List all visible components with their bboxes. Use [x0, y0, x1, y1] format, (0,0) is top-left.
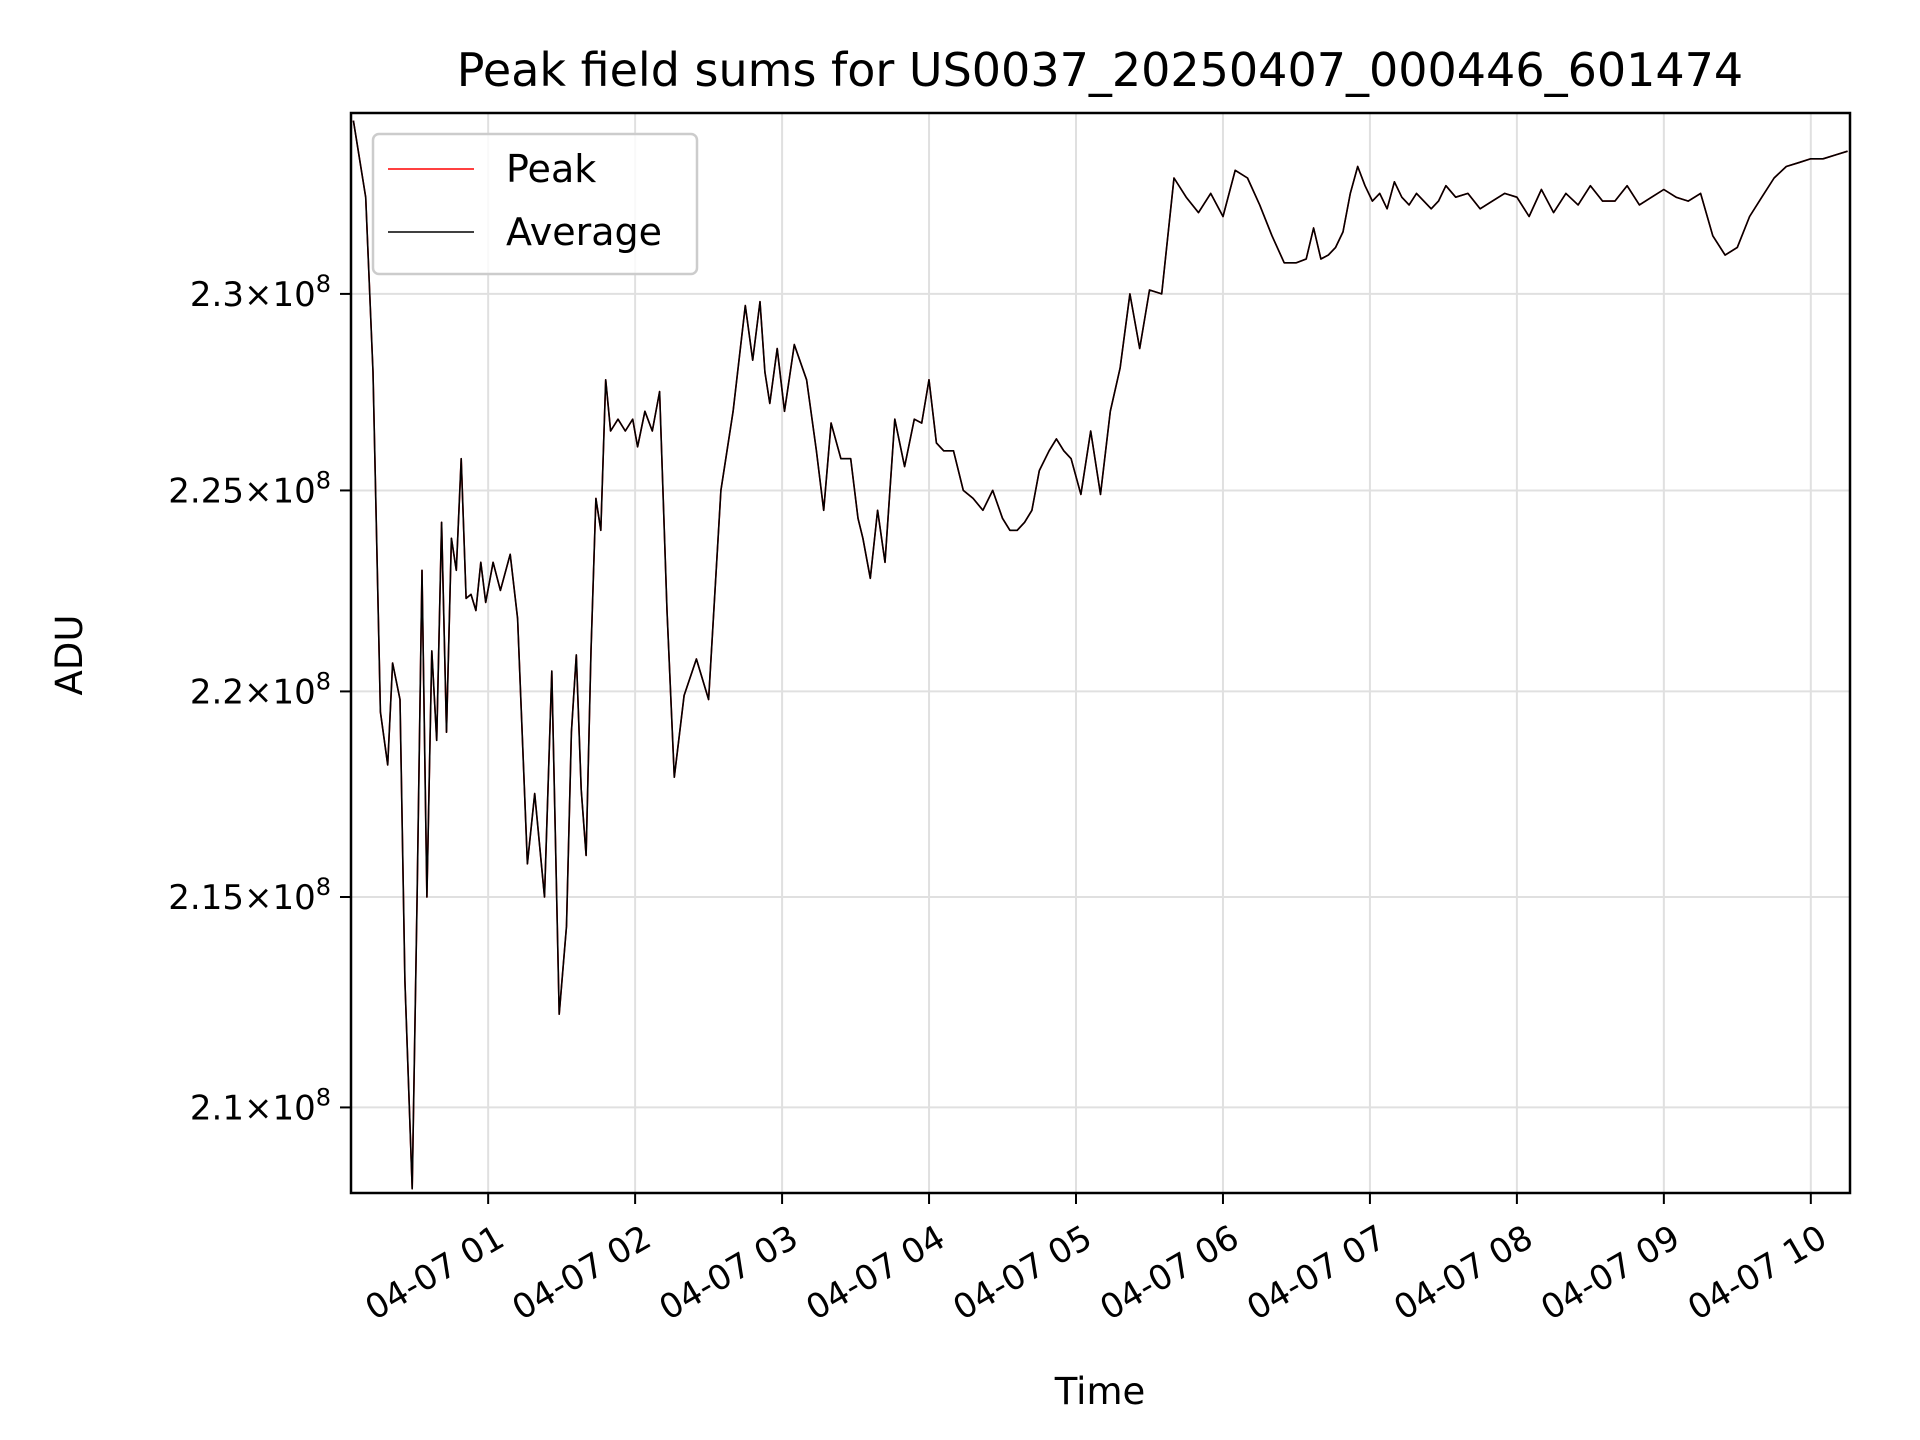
y-tick-label: 2.15×108: [168, 873, 331, 918]
plot-frame: [349, 111, 1852, 1195]
y-tick-label: 2.25×108: [168, 466, 331, 511]
series-line-average: [352, 120, 1848, 1190]
legend-label-average: Average: [506, 210, 662, 254]
chart-title: Peak field sums for US0037_20250407_0004…: [457, 43, 1743, 97]
y-axis-label: ADU: [48, 615, 91, 696]
x-axis-label: Time: [1054, 1370, 1146, 1413]
legend: Peak Average: [371, 132, 699, 276]
y-tick-label: 2.2×108: [190, 667, 331, 712]
y-tick-label: 2.3×108: [190, 270, 331, 315]
y-axis: 2.1×108 2.15×108 2.2×108 2.25×108 2.3×108: [168, 270, 351, 1128]
y-tick-label: 2.1×108: [190, 1083, 331, 1128]
series-layer: [352, 120, 1848, 1190]
legend-label-peak: Peak: [506, 147, 596, 191]
